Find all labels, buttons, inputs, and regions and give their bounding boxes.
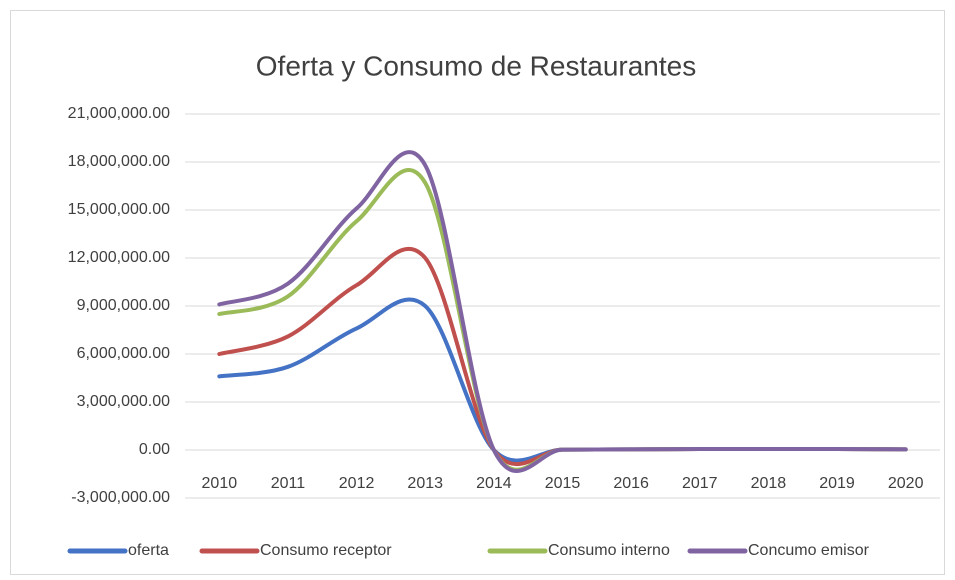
y-tick-label: 0.00 [139, 441, 170, 458]
x-tick-label: 2020 [888, 475, 924, 492]
x-tick-label: 2014 [476, 475, 512, 492]
y-tick-label: -3,000,000.00 [71, 489, 170, 506]
chart-border [10, 10, 945, 575]
y-tick-label: 3,000,000.00 [77, 393, 171, 410]
legend-label: Concumo emisor [748, 542, 870, 559]
legend-label: Consumo interno [548, 542, 670, 559]
y-tick-label: 9,000,000.00 [77, 297, 171, 314]
x-tick-label: 2016 [613, 475, 649, 492]
x-tick-label: 2011 [271, 475, 306, 492]
y-tick-label: 12,000,000.00 [68, 249, 170, 266]
x-tick-label: 2010 [202, 475, 238, 492]
x-tick-label: 2018 [751, 475, 787, 492]
x-tick-label: 2017 [682, 475, 718, 492]
series-line [217, 150, 908, 473]
x-tick-label: 2019 [819, 475, 855, 492]
chart-title: Oferta y Consumo de Restaurantes [256, 50, 696, 81]
legend-label: oferta [128, 542, 169, 559]
y-tick-label: 18,000,000.00 [68, 153, 170, 170]
legend-label: Consumo receptor [260, 542, 392, 559]
y-tick-label: 15,000,000.00 [68, 201, 170, 218]
y-tick-label: 21,000,000.00 [68, 105, 170, 122]
x-tick-label: 2015 [545, 475, 581, 492]
x-tick-label: 2013 [407, 475, 443, 492]
x-tick-label: 2012 [339, 475, 375, 492]
y-tick-label: 6,000,000.00 [77, 345, 171, 362]
